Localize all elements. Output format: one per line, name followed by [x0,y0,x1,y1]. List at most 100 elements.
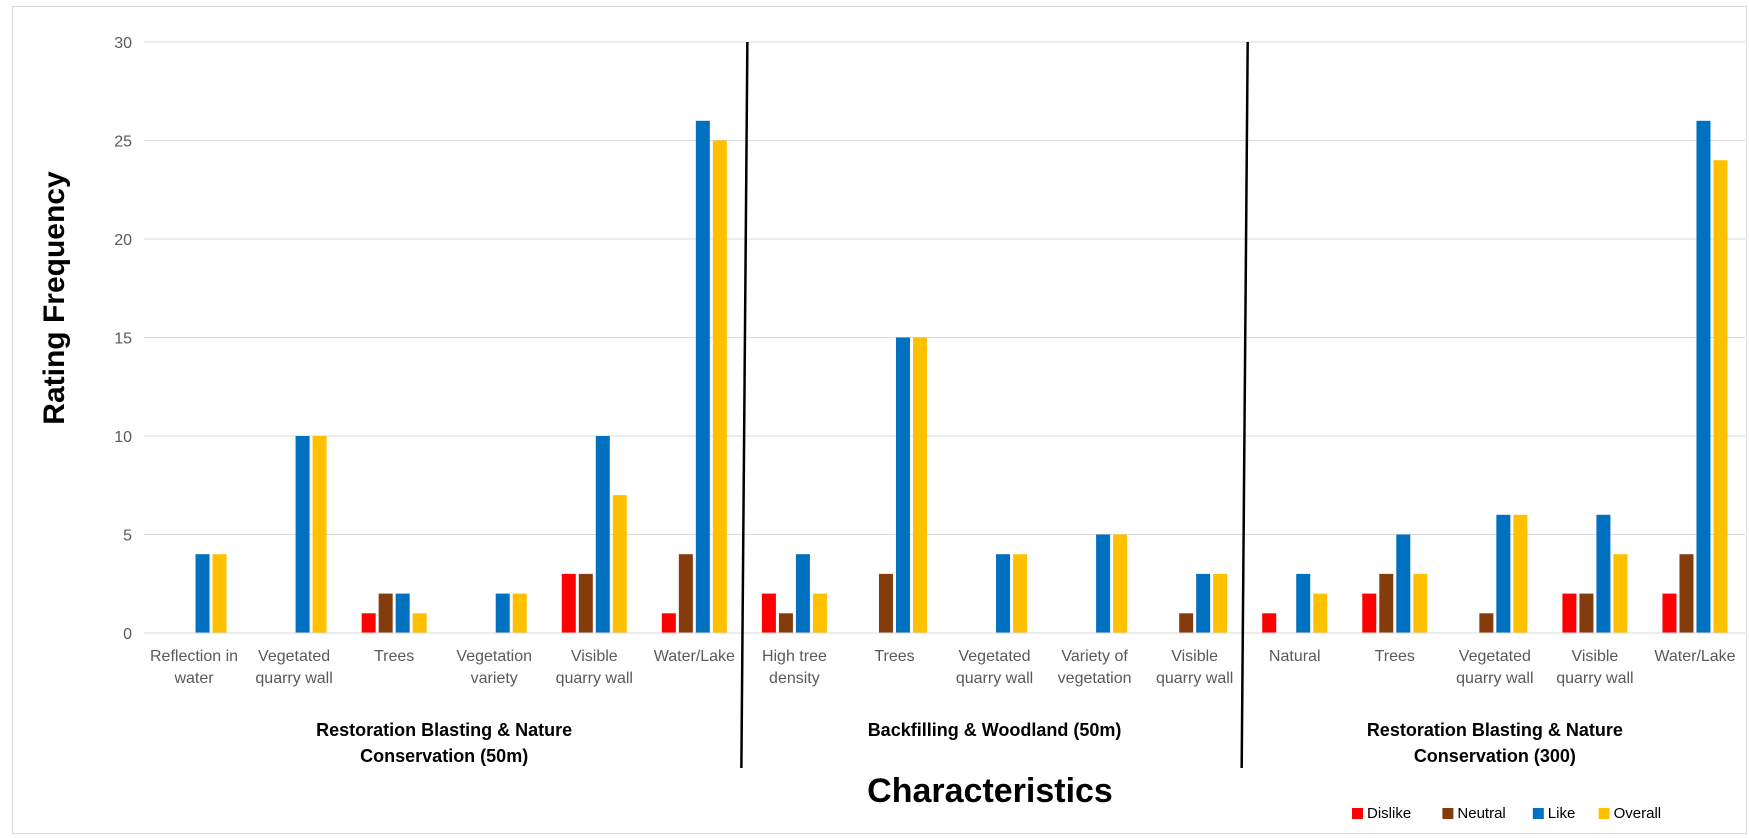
bar-like [795,554,810,633]
bar-dislike [1662,593,1677,633]
axes: 0 5 10 15 20 25 30 [114,35,1745,643]
category-label: water [173,670,214,687]
group-label: Conservation (300) [1414,746,1576,766]
bar-like [1296,573,1311,633]
bar-like [1096,534,1111,633]
bar-like [195,554,210,633]
group-label: Backfilling & Woodland (50m) [868,720,1122,740]
category-label: quarry wall [556,670,633,687]
bar-like [695,120,710,634]
bar-overall [712,140,727,633]
legend-label-overall: Overall [1614,805,1662,822]
group-dividers [740,41,1249,769]
x-axis-title: Characteristics [867,772,1113,810]
bar-overall [412,613,427,633]
bar-like [595,436,610,633]
legend-label-neutral: Neutral [1457,805,1505,822]
bar-overall [1513,514,1528,633]
category-label: density [769,670,820,687]
category-label: Vegetated [1459,648,1531,665]
bar-overall [1213,573,1228,633]
bar-overall [512,593,527,633]
category-label: Vegetated [958,648,1030,665]
bar-overall [812,593,827,633]
bar-dislike [361,613,376,633]
legend-swatch-neutral [1442,808,1454,819]
bar-overall [1313,593,1328,633]
y-tick-label: 10 [114,429,132,446]
bar-overall [612,495,627,633]
legend-swatch-like [1532,808,1544,819]
y-tick-label: 15 [114,331,132,348]
bar-like [996,554,1011,633]
category-label: vegetation [1058,670,1132,687]
bar-overall [1013,554,1028,633]
bar-neutral [1379,573,1394,633]
category-label: Reflection in [150,648,238,665]
bar-overall [1413,573,1428,633]
category-label: quarry wall [1156,670,1233,687]
category-label: Visible [1571,648,1618,665]
group-label: Restoration Blasting & Nature [1367,720,1623,740]
legend-label-like: Like [1548,805,1576,822]
bar-overall [1713,160,1728,633]
legend-swatch-dislike [1352,808,1363,819]
y-tick-label: 20 [114,232,132,249]
group-label: Conservation (50m) [360,746,528,766]
bar-like [895,337,910,633]
bar-neutral [678,554,693,633]
bar-dislike [1262,613,1277,633]
bar-neutral [1479,613,1494,633]
chart-frame [12,6,1747,834]
bar-like [495,593,510,633]
bar-dislike [661,613,676,633]
bar-neutral [1679,554,1694,633]
category-label: Trees [1375,648,1415,665]
bar-neutral [878,573,893,633]
gridlines [144,41,1745,535]
bar-like [1196,573,1211,633]
category-label: Vegetation [456,648,532,665]
legend-label-dislike: Dislike [1367,805,1411,822]
bar-like [395,593,410,633]
legend: Dislike Neutral Like Overall [1352,805,1661,822]
category-label: Vegetated [258,648,330,665]
category-label: High tree [762,648,827,665]
bars [195,120,1728,634]
bar-overall [1613,554,1628,633]
category-label: Trees [874,648,914,665]
category-label: Visible [1171,648,1218,665]
category-label: variety [471,670,518,687]
group-label: Restoration Blasting & Nature [316,720,572,740]
y-tick-label: 0 [123,626,132,643]
bar-dislike [1562,593,1577,633]
category-label: quarry wall [956,670,1033,687]
bar-like [1696,120,1711,634]
y-tick-label: 5 [123,528,132,545]
bar-like [295,436,310,633]
bar-dislike [561,573,576,633]
bar-neutral [778,613,793,633]
bar-dislike [1362,593,1377,633]
category-label: Variety of [1061,648,1128,665]
category-label: Water/Lake [654,648,735,665]
bar-like [1596,514,1611,633]
category-label: Visible [571,648,618,665]
category-label: quarry wall [1556,670,1633,687]
bar-overall [212,554,227,633]
bar-neutral [578,573,593,633]
group-divider [1240,41,1249,769]
category-label: Water/Lake [1654,648,1735,665]
legend-swatch-overall [1598,808,1610,819]
bar-overall [312,436,327,633]
labels: Reflection in water Vegetated quarry wall Tr… [150,648,1736,766]
category-label: Natural [1269,648,1321,665]
bar-overall [912,337,927,633]
bar-like [1496,514,1511,633]
bar-neutral [1579,593,1594,633]
category-label: quarry wall [1456,670,1533,687]
bar-neutral [378,593,393,633]
bar-like [1396,534,1411,633]
